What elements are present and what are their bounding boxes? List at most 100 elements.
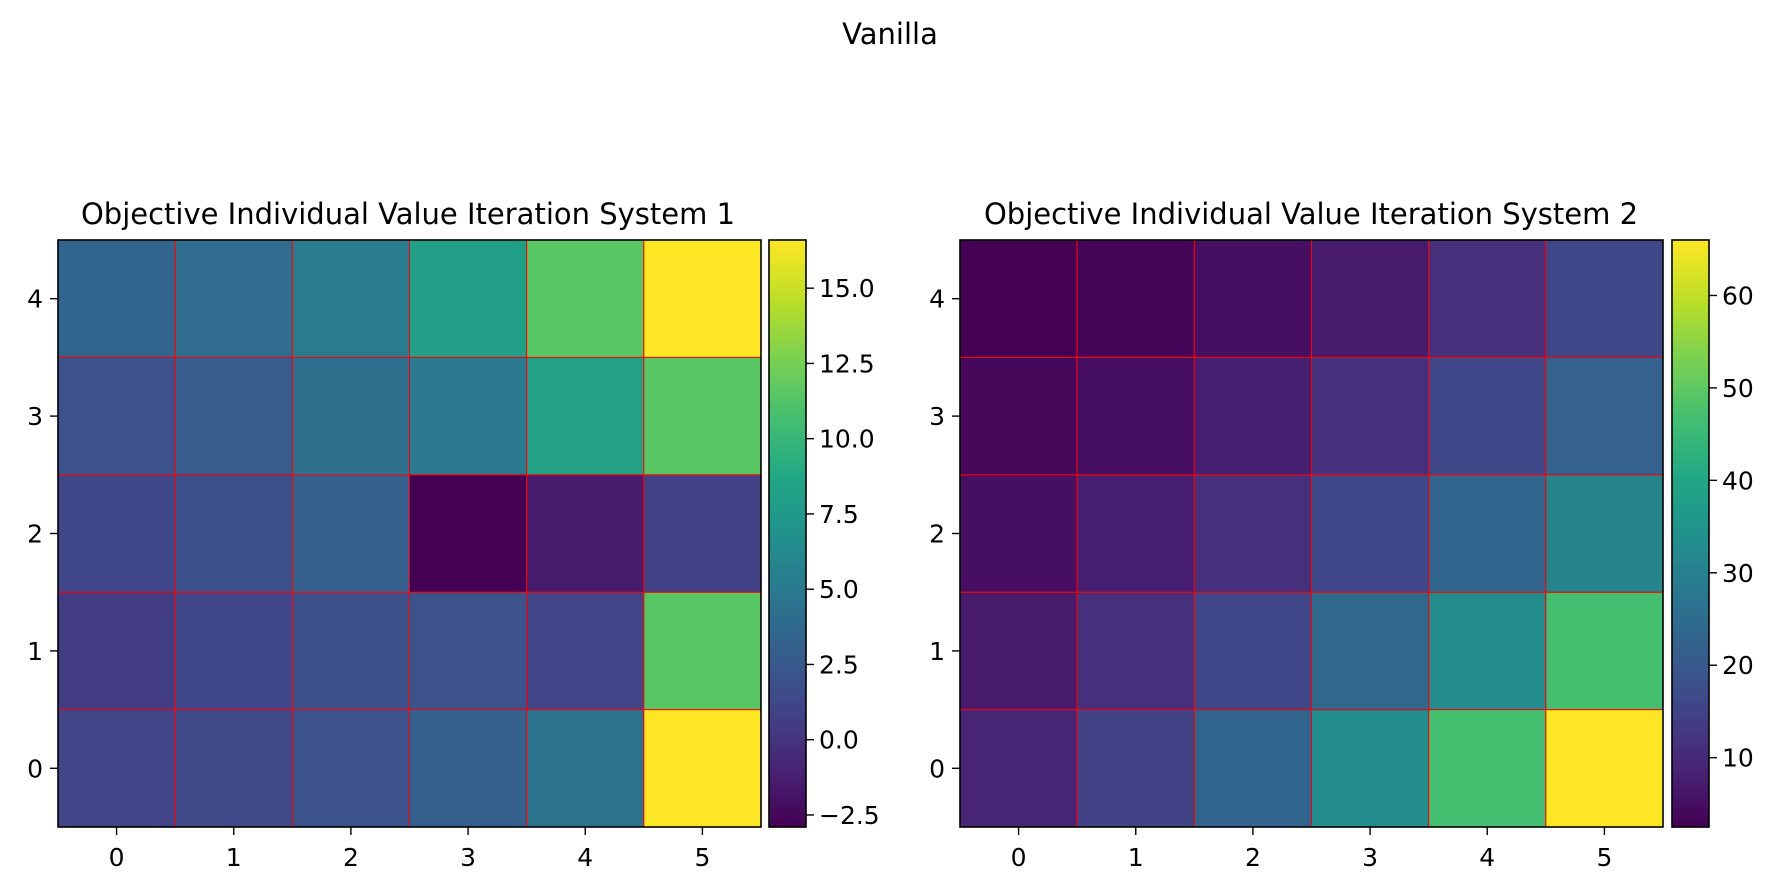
colorbar-strip [769, 768, 806, 774]
colorbar-strip [769, 504, 806, 510]
heatmap-cell-r3-c0 [57, 356, 176, 476]
heatmap-cell-r3-c0 [959, 356, 1078, 476]
heatmap-cell-r3-c5 [643, 356, 762, 476]
heatmap-cell-r4-c0 [57, 239, 176, 358]
colorbar-strip [769, 435, 806, 442]
colorbar-strip [769, 460, 806, 466]
heatmap-cell-r3-c3 [409, 356, 528, 476]
colorbar-strip [1672, 685, 1709, 691]
colorbar-strip [769, 553, 806, 559]
colorbar-strip [769, 748, 806, 755]
colorbar-strip [769, 381, 806, 388]
colorbar-strip [1672, 709, 1709, 716]
colorbar-strip [769, 763, 806, 769]
heatmap-panel-1: Objective Individual Value Iteration Sys… [27, 197, 880, 872]
colorbar-strip [1672, 631, 1709, 637]
colorbar-strip [769, 543, 806, 549]
heatmap-cell-r2-c5 [643, 474, 762, 593]
colorbar-strip [1672, 616, 1709, 623]
colorbar-tick-label: 10 [1722, 744, 1754, 773]
colorbar-strip [769, 386, 806, 393]
colorbar-strip [1672, 601, 1709, 608]
colorbar-strip [1672, 792, 1709, 799]
colorbar-strip [1672, 690, 1709, 696]
colorbar-strip [1672, 381, 1709, 388]
colorbar-strip [1672, 611, 1709, 618]
colorbar-strip [1672, 592, 1709, 598]
colorbar-strip [769, 817, 806, 823]
x-tick-label: 2 [343, 843, 359, 872]
colorbar-strip [769, 597, 806, 603]
colorbar-strip [769, 680, 806, 686]
colorbar-strip [769, 420, 806, 427]
heatmap-cell-r4-c5 [643, 239, 762, 358]
colorbar-strip [769, 694, 806, 701]
colorbar-strip [1672, 763, 1709, 769]
colorbar-strip [769, 288, 806, 295]
heatmap-cell-r1-c5 [1545, 591, 1664, 711]
heatmap-cell-r0-c4 [1428, 709, 1547, 828]
colorbar-strip [1672, 650, 1709, 657]
colorbar-strip [1672, 699, 1709, 706]
heatmap-cell-r2-c3 [409, 474, 528, 593]
colorbar-strip [769, 548, 806, 554]
colorbar-strip [1672, 778, 1709, 784]
colorbar-strip [1672, 714, 1709, 720]
colorbar-strip [769, 254, 806, 261]
x-tick-label: 4 [577, 843, 593, 872]
y-tick-label: 3 [929, 402, 945, 431]
colorbar-strip [1672, 509, 1709, 515]
heatmap-cell-r2-c1 [174, 474, 293, 593]
colorbar-strip [769, 328, 806, 334]
colorbar-strip [769, 406, 806, 412]
colorbar-strip [769, 631, 806, 637]
colorbar-strip [1672, 807, 1709, 813]
heatmap-cell-r3-c1 [1076, 356, 1195, 476]
colorbar-strip [769, 729, 806, 735]
colorbar-strip [1672, 376, 1709, 383]
colorbar-strip [769, 592, 806, 598]
colorbar-strip [1672, 367, 1709, 373]
colorbar-strip [769, 469, 806, 476]
heatmap-cell-r3-c4 [526, 356, 645, 476]
colorbar-strip [1672, 313, 1709, 319]
colorbar-strip [769, 318, 806, 324]
y-tick-label: 1 [27, 637, 43, 666]
colorbar-strip [1672, 758, 1709, 765]
colorbar-strip [769, 509, 806, 515]
heatmap-cell-r0-c5 [643, 709, 762, 828]
colorbar-strip [1672, 259, 1709, 266]
heatmap-cell-r1-c3 [1311, 591, 1430, 711]
colorbar-strip [769, 812, 806, 818]
colorbar-strip [1672, 308, 1709, 314]
heatmap-cell-r2-c4 [1428, 474, 1547, 593]
colorbar-strip [1672, 817, 1709, 823]
colorbar-strip [769, 279, 806, 285]
colorbar-strip [1672, 332, 1709, 339]
colorbar-strip [1672, 460, 1709, 466]
colorbar-strip [769, 313, 806, 319]
colorbar-strip [769, 259, 806, 266]
colorbar-strip [1672, 538, 1709, 544]
colorbar-strip [769, 562, 806, 569]
colorbar-strip [1672, 523, 1709, 530]
colorbar-strip [769, 376, 806, 383]
colorbar-strip [1672, 587, 1709, 593]
colorbar-strip [769, 601, 806, 608]
colorbar-strip [769, 411, 806, 417]
colorbar-strip [1672, 406, 1709, 412]
colorbar-strip [769, 797, 806, 804]
colorbar-strip [1672, 445, 1709, 451]
colorbar-strip [1672, 641, 1709, 647]
colorbar-strip [1672, 362, 1709, 368]
colorbar-strip [1672, 303, 1709, 310]
colorbar-strip [1672, 734, 1709, 740]
colorbar-strip [769, 284, 806, 290]
colorbar-strip [769, 332, 806, 339]
colorbar-strip [1672, 553, 1709, 559]
heatmap-cell-r1-c1 [174, 591, 293, 711]
colorbar-strip [769, 773, 806, 779]
x-tick-label: 1 [226, 843, 242, 872]
colorbar-strip [1672, 557, 1709, 564]
